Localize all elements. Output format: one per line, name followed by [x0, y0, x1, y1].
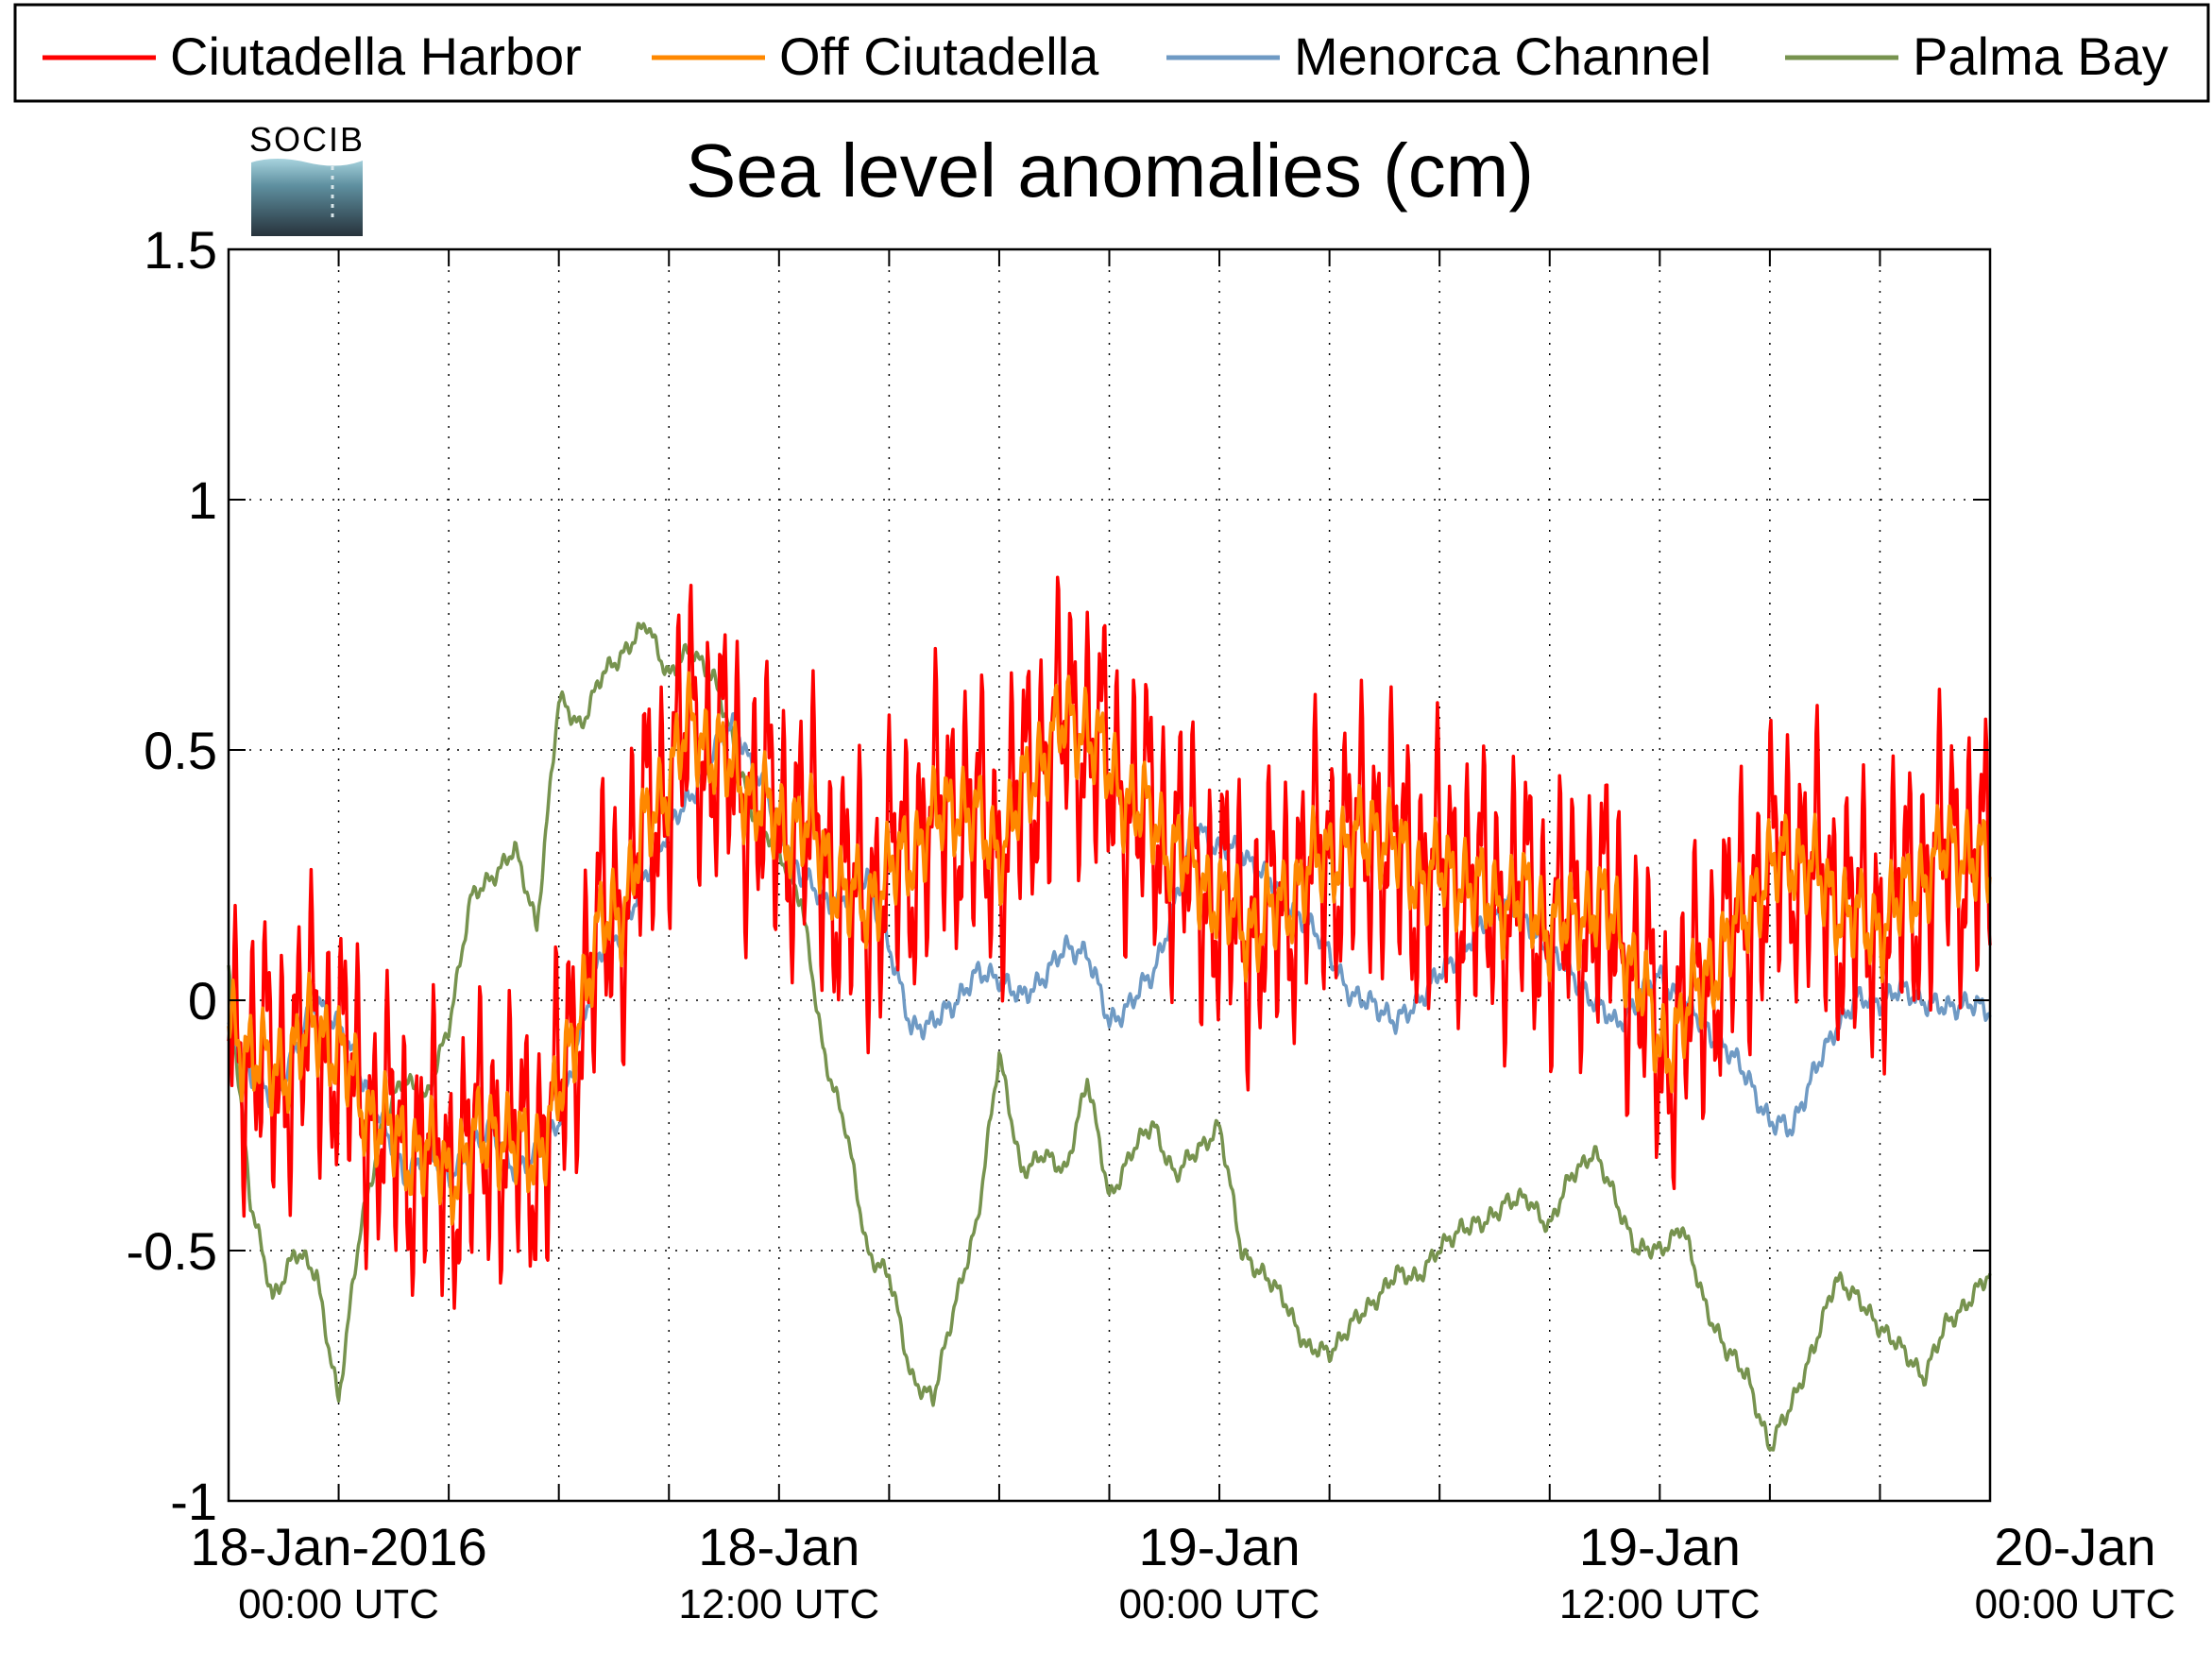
- socib-logo-wave: [251, 159, 363, 236]
- series-line-ciutadella-harbor: [227, 575, 1992, 1310]
- x-tick-label-date: 19-Jan: [1579, 1517, 1741, 1576]
- legend: Ciutadella Harbor Off Ciutadella Menorca…: [13, 3, 2210, 103]
- socib-logo-text: SOCIB: [249, 120, 365, 159]
- y-tick-label: 0.5: [144, 721, 217, 780]
- legend-label-palma-bay: Palma Bay: [1913, 26, 2169, 86]
- series-line-off-ciutadella: [227, 671, 1992, 1226]
- legend-label-menorca-channel: Menorca Channel: [1294, 26, 1711, 86]
- x-tick-label-date: 18-Jan: [698, 1517, 859, 1576]
- chart-title: Sea level anomalies (cm): [686, 128, 1534, 213]
- series-line-menorca-channel: [227, 711, 1992, 1189]
- x-tick-label-time: 00:00 UTC: [1975, 1581, 2176, 1627]
- socib-logo: SOCIB: [249, 120, 365, 236]
- x-tick-label-time: 12:00 UTC: [678, 1581, 879, 1627]
- x-tick-label-date: 19-Jan: [1138, 1517, 1300, 1576]
- x-tick-label-date: 20-Jan: [1994, 1517, 2155, 1576]
- grid-lines: [229, 249, 1990, 1501]
- legend-label-off-ciutadella: Off Ciutadella: [779, 26, 1099, 86]
- legend-label-ciutadella-harbor: Ciutadella Harbor: [170, 26, 582, 86]
- y-tick-label: 0: [188, 971, 217, 1030]
- y-tick-label: -0.5: [127, 1221, 218, 1281]
- x-tick-label-time: 00:00 UTC: [238, 1581, 439, 1627]
- x-tick-label-time: 12:00 UTC: [1559, 1581, 1761, 1627]
- axes: -1 -0.5 0 0.5 1 1.5 18-Jan-2016 00:00 UTC 18-Jan…: [127, 220, 2176, 1627]
- data-series: [227, 575, 1992, 1452]
- y-tick-label: 1.5: [144, 220, 217, 280]
- x-tick-label-time: 00:00 UTC: [1119, 1581, 1320, 1627]
- x-tick-label-date: 18-Jan-2016: [190, 1517, 486, 1576]
- y-tick-label: 1: [188, 470, 217, 530]
- series-line-palma-bay: [227, 622, 1992, 1452]
- plot-frame: [227, 247, 1992, 1503]
- legend-box: [13, 3, 2210, 103]
- y-tick-label: -1: [170, 1472, 217, 1531]
